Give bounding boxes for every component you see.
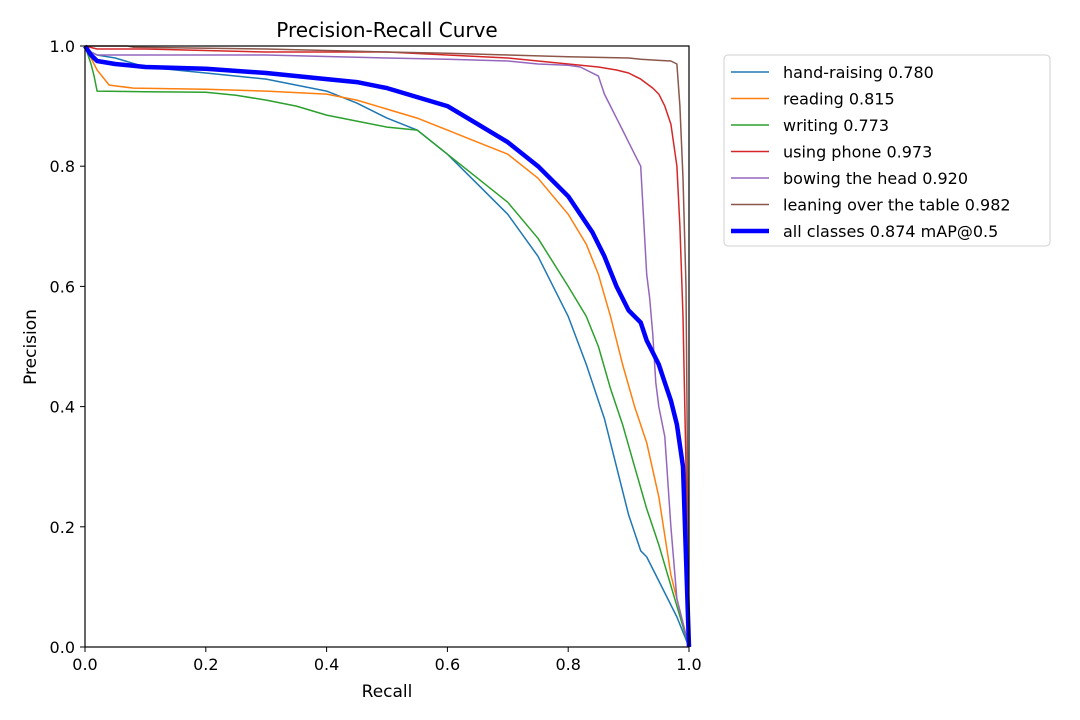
legend-frame <box>723 54 1051 247</box>
x-tick-label: 0.8 <box>555 655 580 674</box>
legend-label: all classes 0.874 mAP@0.5 <box>783 222 998 241</box>
y-tick-label: 0.2 <box>50 518 75 537</box>
series-line-1 <box>84 45 690 648</box>
y-tick-label: 0.6 <box>50 277 75 296</box>
series-line-4 <box>84 45 690 648</box>
chart-title: Precision-Recall Curve <box>276 18 497 42</box>
legend-entries: hand-raising 0.780 reading 0.815 writing 0… <box>731 63 1011 241</box>
x-tick-label: 0.0 <box>72 655 97 674</box>
x-tick-label: 1.0 <box>676 655 701 674</box>
x-tick-label: 0.6 <box>435 655 460 674</box>
legend-label: reading 0.815 <box>783 90 895 109</box>
legend-label: using phone 0.973 <box>783 143 932 162</box>
legend-label: bowing the head 0.920 <box>783 169 968 188</box>
y-tick-label: 0.0 <box>50 638 75 657</box>
y-tick-label: 0.8 <box>50 157 75 176</box>
series-line-2 <box>84 45 690 648</box>
legend-label: writing 0.773 <box>783 116 889 135</box>
series-line-5 <box>85 45 690 648</box>
series-line-3 <box>84 45 690 648</box>
axes-layer: 0.0 0.2 0.4 0.6 0.8 1.0 0.0 0.2 0.4 0.6 0.8 1.0 <box>50 37 702 674</box>
x-tick-label: 0.4 <box>314 655 339 674</box>
series-line-6 <box>83 44 692 648</box>
series-layer <box>83 44 692 648</box>
x-axis-label: Recall <box>362 682 413 702</box>
legend-label: leaning over the table 0.982 <box>783 196 1011 215</box>
y-tick-label: 1.0 <box>50 37 75 56</box>
legend-label: hand-raising 0.780 <box>783 63 934 82</box>
x-tick-label: 0.2 <box>193 655 218 674</box>
plot-frame <box>84 45 690 648</box>
y-tick-label: 0.4 <box>50 398 75 417</box>
legend: hand-raising 0.780 reading 0.815 writing 0… <box>723 54 1051 247</box>
y-axis-label: Precision <box>21 309 41 385</box>
